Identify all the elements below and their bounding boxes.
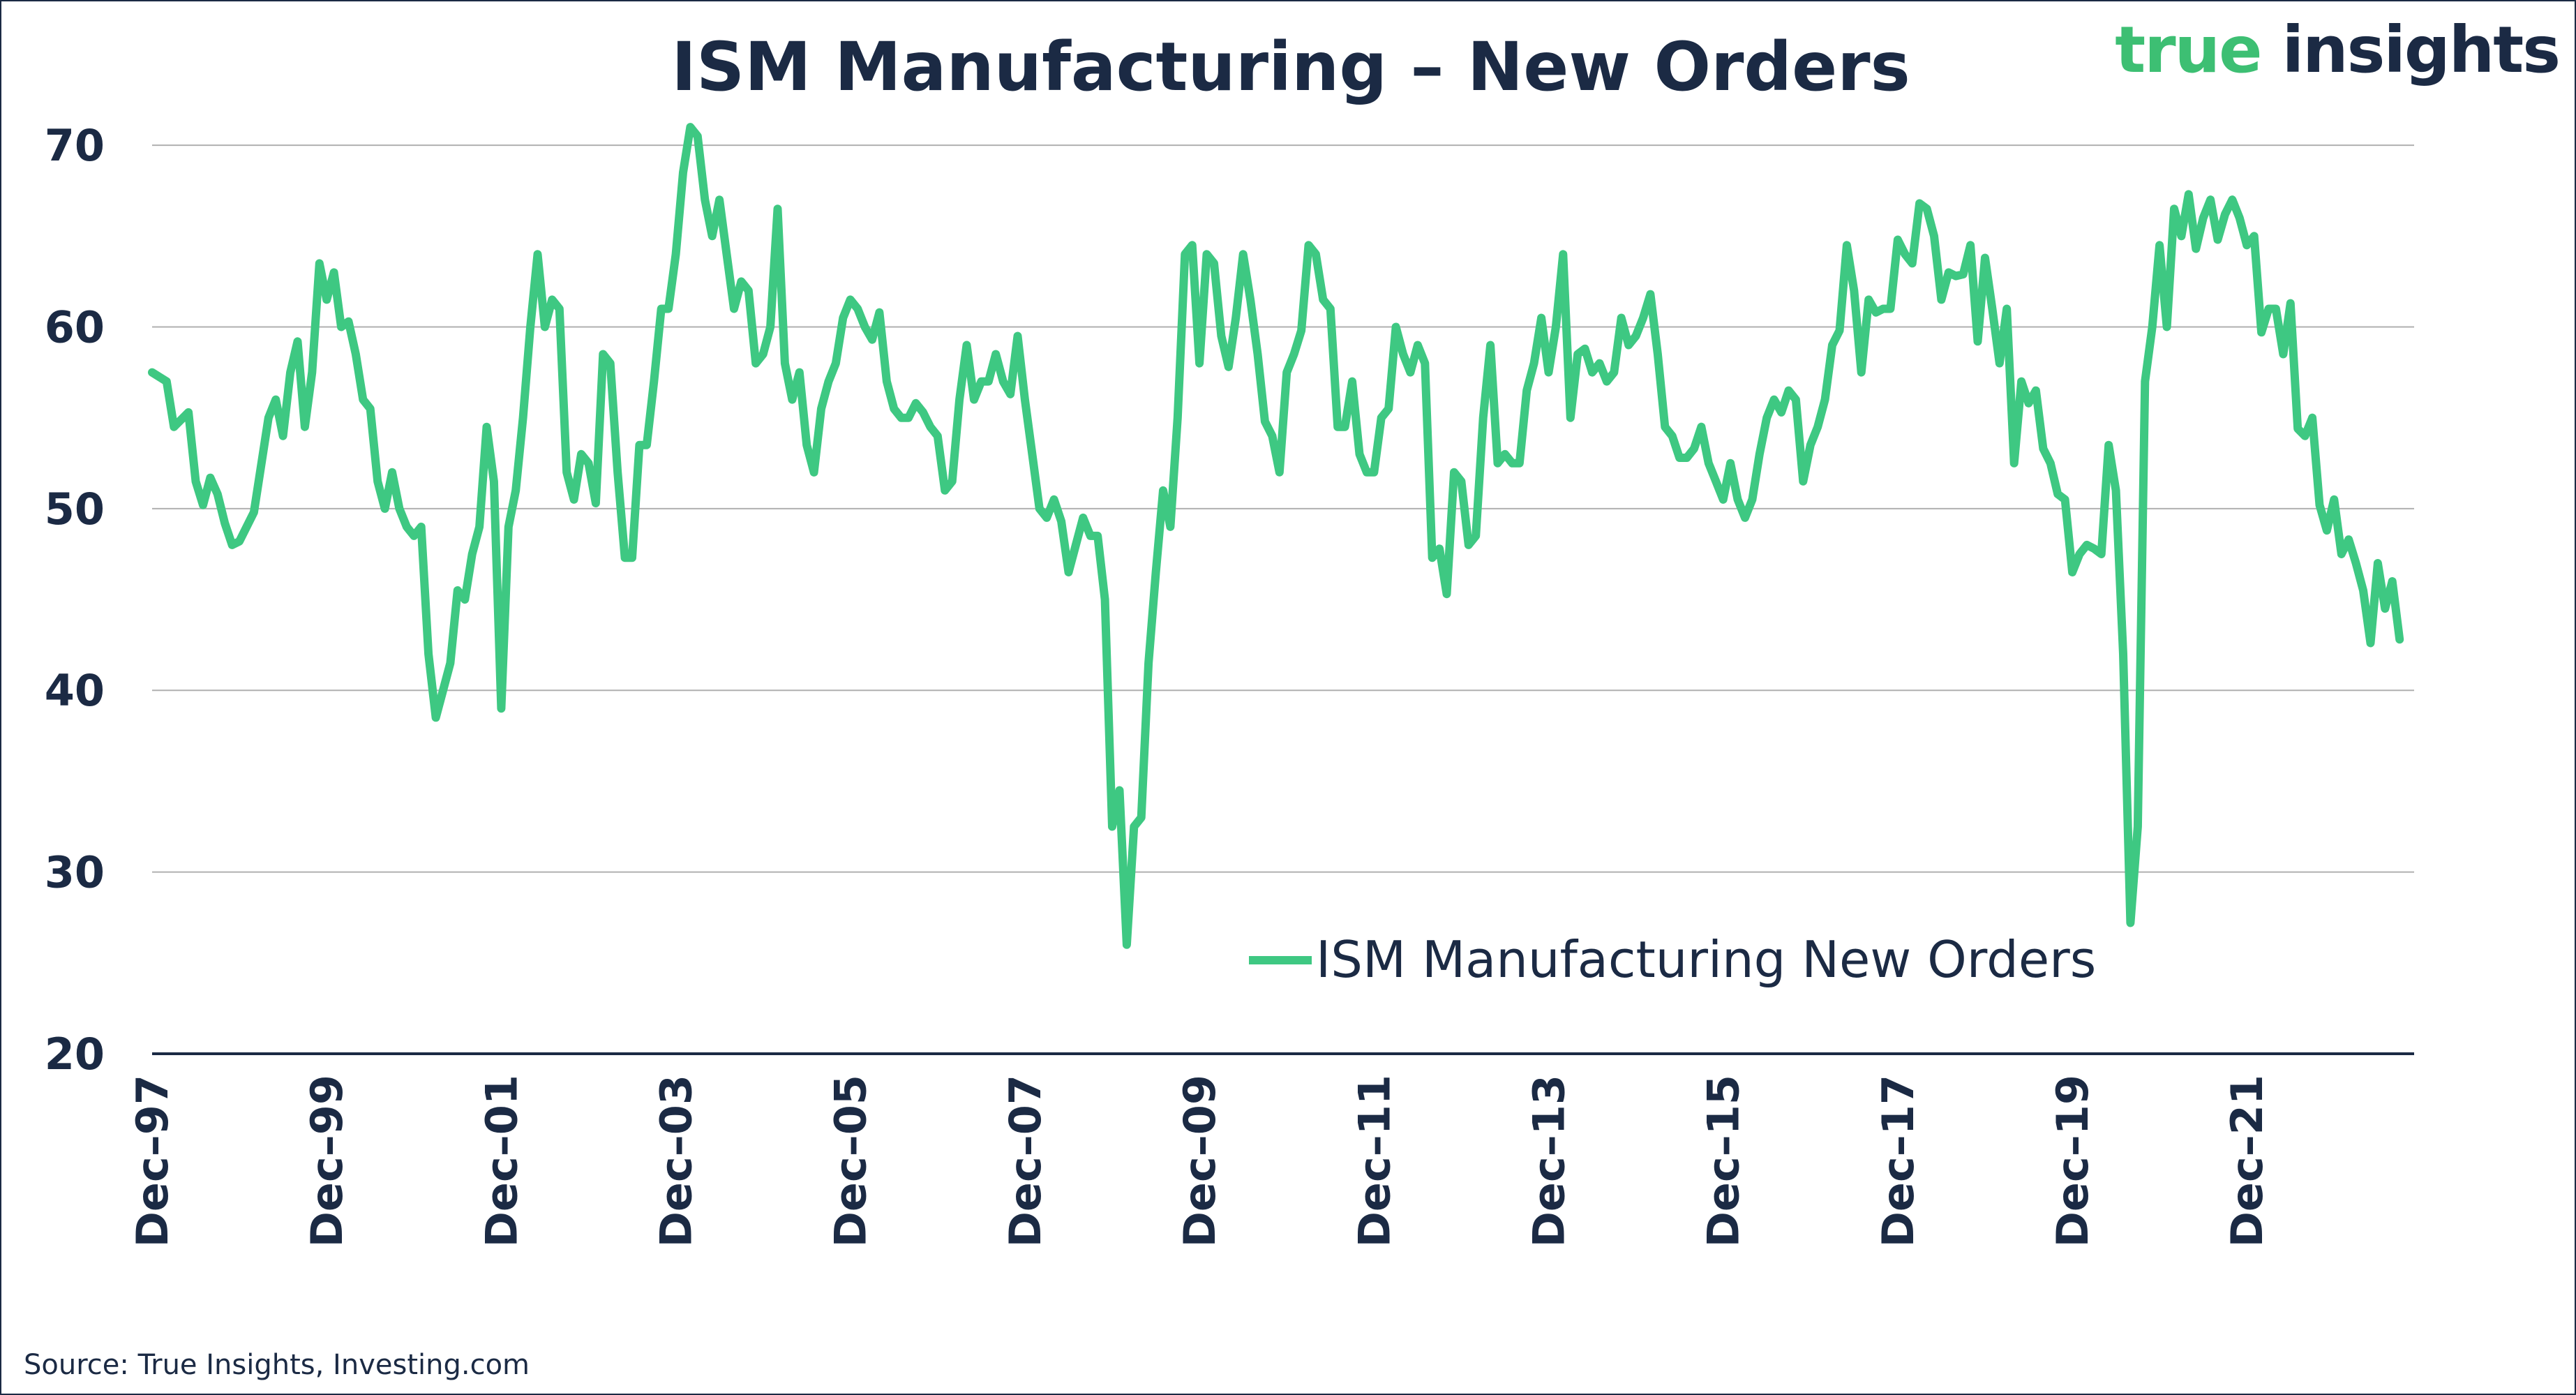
y-tick-label: 60 [45, 301, 105, 352]
brand-word-true: true [2115, 13, 2262, 87]
x-tick-label: Dec–21 [2222, 1075, 2272, 1248]
x-tick-label: Dec–19 [2047, 1075, 2098, 1248]
y-tick-label: 50 [45, 484, 105, 535]
x-tick-label: Dec–97 [127, 1075, 178, 1248]
chart-title: ISM Manufacturing – New Orders [671, 28, 1910, 106]
x-tick-label: Dec–03 [651, 1075, 702, 1248]
x-tick-label: Dec–09 [1174, 1075, 1225, 1248]
x-tick-label: Dec–07 [1000, 1075, 1051, 1248]
legend: ISM Manufacturing New Orders [1249, 930, 2096, 989]
y-tick-label: 30 [45, 847, 105, 898]
x-axis-ticks: Dec–97 Dec–99 Dec–01 Dec–03 Dec–05 Dec–07 Dec–… [127, 1075, 2272, 1248]
y-axis-ticks: 20 30 40 50 60 70 [45, 120, 105, 1080]
y-tick-label: 70 [45, 120, 105, 171]
brand-logo: true insights [2115, 13, 2561, 87]
x-tick-label: Dec–01 [476, 1075, 527, 1248]
x-tick-label: Dec–05 [825, 1075, 876, 1248]
legend-label: ISM Manufacturing New Orders [1316, 930, 2096, 989]
series-line [148, 123, 2404, 949]
x-tick-label: Dec–17 [1873, 1075, 1924, 1248]
y-tick-label: 40 [45, 665, 105, 716]
x-tick-label: Dec–99 [301, 1075, 352, 1248]
y-tick-label: 20 [45, 1029, 105, 1080]
source-note: Source: True Insights, Investing.com [24, 1349, 530, 1381]
x-tick-label: Dec–11 [1349, 1075, 1400, 1248]
x-tick-label: Dec–15 [1698, 1075, 1749, 1248]
brand-word-insights: insights [2282, 13, 2561, 87]
x-tick-label: Dec–13 [1523, 1075, 1574, 1248]
